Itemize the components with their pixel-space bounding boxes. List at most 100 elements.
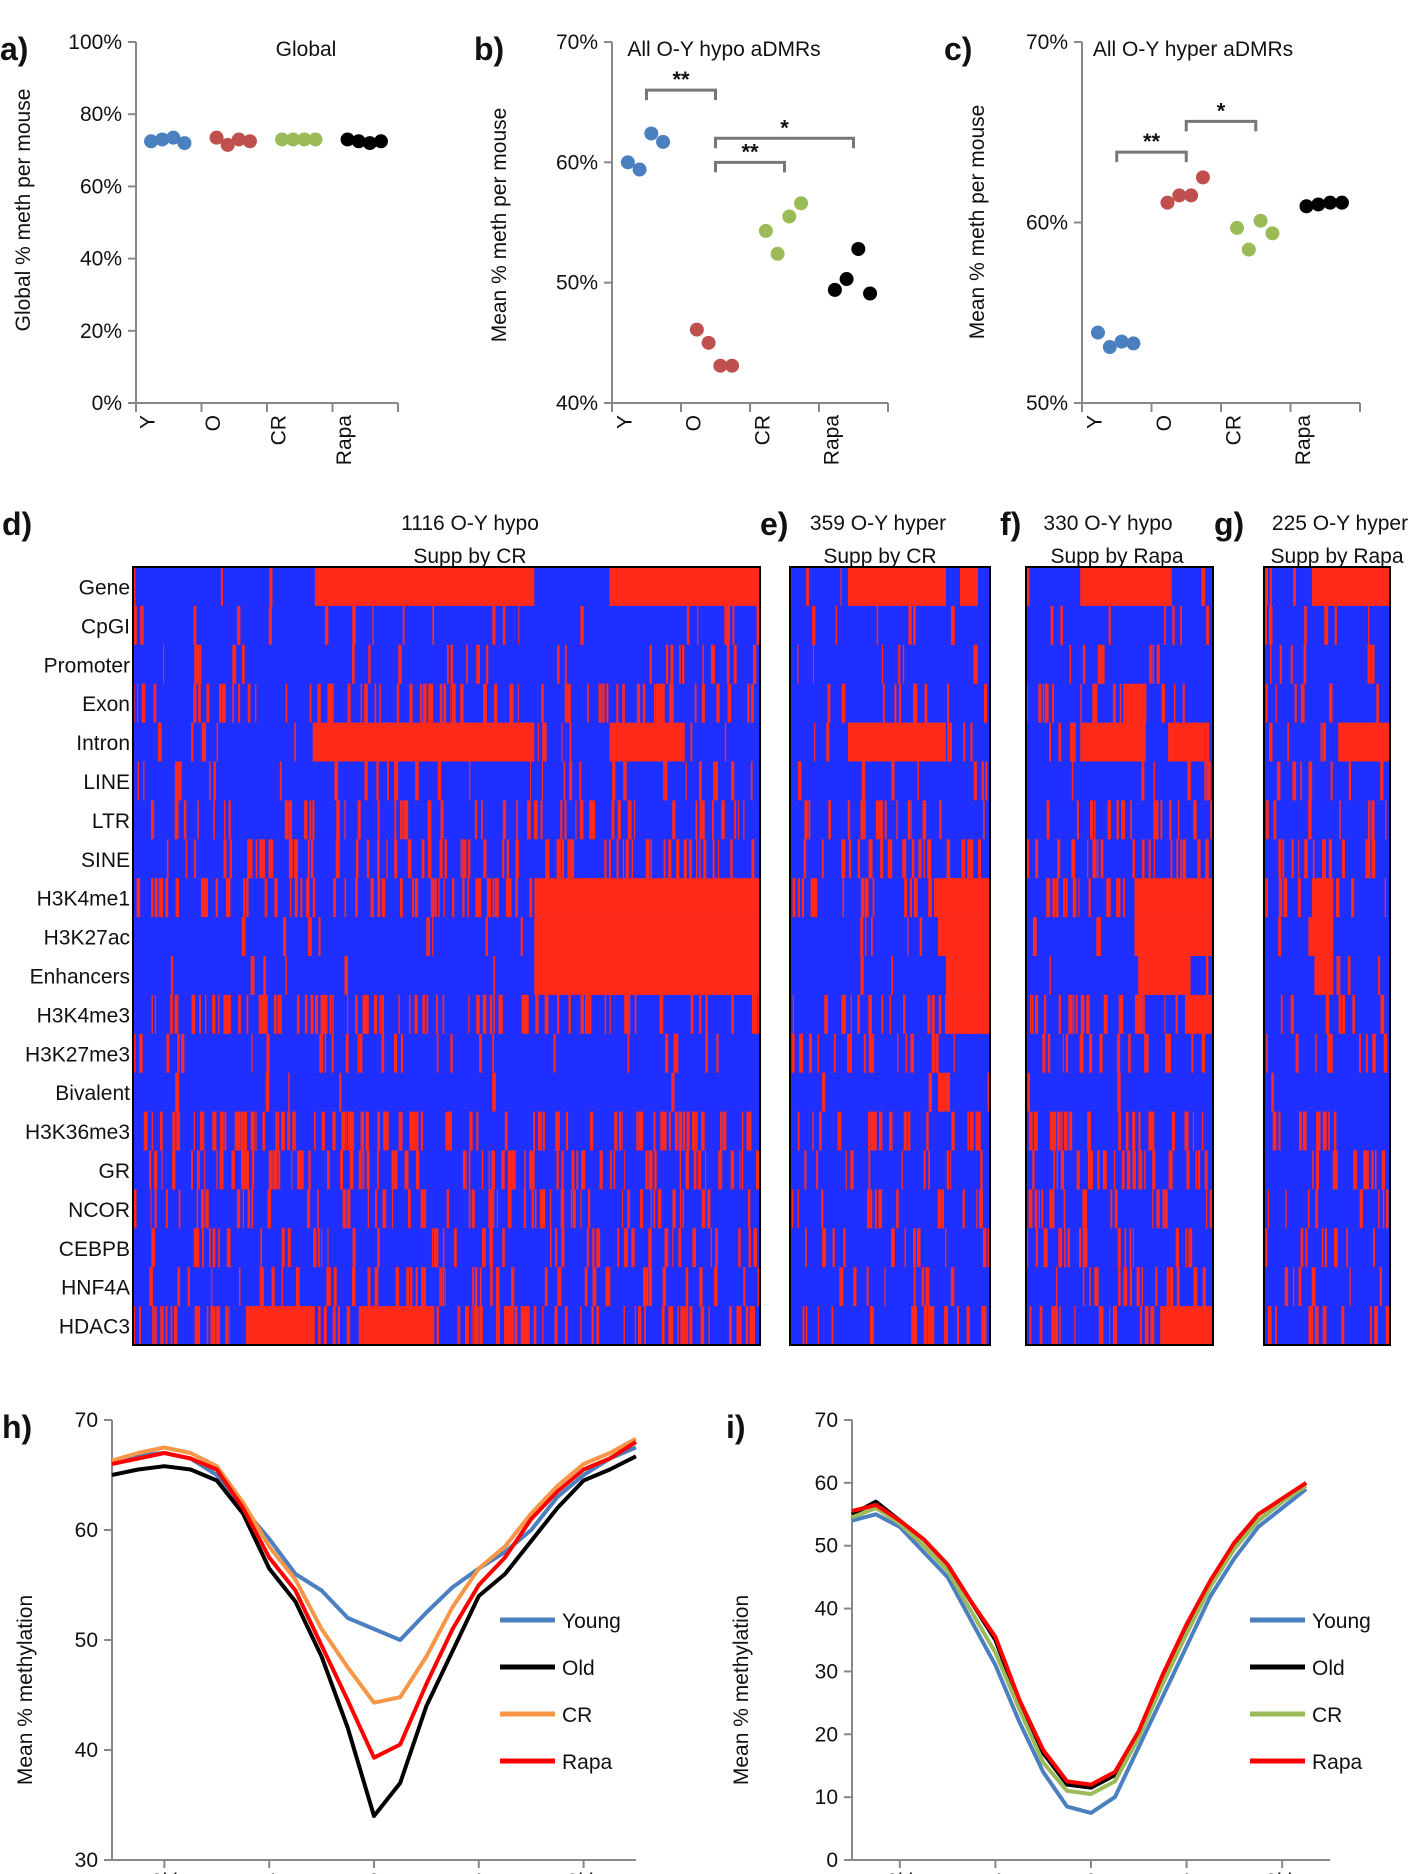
heatmap-stripe	[161, 1150, 163, 1190]
heatmap-stripe	[881, 644, 884, 684]
heatmap-stripe	[241, 644, 245, 684]
heatmap-block	[1134, 878, 1213, 918]
heatmap-stripe	[663, 761, 665, 801]
heatmap-stripe	[561, 1150, 564, 1190]
heatmap-stripe	[523, 994, 528, 1034]
heatmap-stripe	[238, 683, 241, 723]
heatmap-stripe	[1336, 956, 1341, 995]
heatmap-stripe	[702, 644, 704, 684]
heatmap-stripe	[481, 1150, 484, 1190]
heatmap-stripe	[530, 761, 532, 801]
heatmap-stripe	[926, 1111, 929, 1151]
heatmap-stripe	[212, 1111, 215, 1151]
heatmap-stripe	[1363, 1150, 1367, 1190]
heatmap-stripe	[443, 878, 445, 918]
heatmap-stripe	[256, 1306, 261, 1345]
heatmap-stripe	[847, 1033, 851, 1073]
heatmap-stripe	[1347, 956, 1351, 995]
heatmap-stripe	[1209, 1189, 1213, 1229]
heatmap-stripe	[1272, 1111, 1277, 1151]
heatmap-stripe	[437, 1228, 439, 1268]
heatmap-block	[1339, 722, 1390, 762]
heatmap-stripe	[685, 1150, 689, 1190]
x-category-label: Y	[613, 415, 636, 429]
heatmap-stripe	[873, 1111, 877, 1151]
heatmap-stripe	[911, 839, 915, 879]
heatmap-stripe	[665, 878, 669, 918]
row-label: CpGI	[81, 615, 130, 638]
heatmap-stripe	[710, 644, 715, 684]
panel-label-i: i)	[726, 1409, 746, 1445]
heatmap-stripe	[949, 722, 952, 762]
heatmap-stripe	[133, 567, 136, 606]
heatmap-stripe	[824, 994, 828, 1034]
heatmap-stripe	[439, 683, 443, 723]
heatmap-stripe	[1349, 1267, 1351, 1307]
heatmap-stripe	[362, 994, 367, 1034]
heatmap-stripe	[374, 994, 378, 1034]
heatmap-stripe	[734, 800, 736, 840]
heatmap-stripe	[984, 683, 988, 723]
panel-c-title: All O-Y hyper aDMRs	[1093, 38, 1293, 61]
heatmap-stripe	[432, 917, 434, 956]
heatmap-stripe	[300, 878, 303, 918]
heatmap-stripe	[317, 1189, 319, 1229]
heatmap-stripe	[664, 761, 668, 801]
heatmap-stripe	[868, 1111, 871, 1151]
panel-label-c: c)	[944, 31, 972, 67]
heatmap-stripe	[250, 956, 255, 995]
heatmap-stripe	[236, 605, 241, 645]
heatmap-stripe	[967, 1111, 970, 1151]
heatmap-stripe	[1102, 1150, 1107, 1190]
heatmap-stripe	[365, 1111, 369, 1151]
heatmap-stripe	[1046, 878, 1051, 918]
heatmap-stripe	[394, 1033, 398, 1073]
heatmap-stripe	[902, 839, 907, 879]
heatmap-stripe	[1129, 1228, 1132, 1268]
heatmap-stripe	[742, 878, 744, 918]
heatmap-stripe	[1381, 1150, 1386, 1190]
heatmap-stripe	[446, 1189, 450, 1229]
heatmap-stripe	[1195, 1150, 1198, 1190]
heatmap-stripe	[715, 761, 719, 801]
heatmap-stripe	[1169, 800, 1172, 840]
heatmap-stripe	[672, 1228, 674, 1268]
heatmap-stripe	[1197, 839, 1201, 879]
heatmap-stripe	[372, 605, 374, 645]
heatmap-stripe	[379, 683, 381, 723]
heatmap-stripe	[218, 994, 220, 1034]
panel-i-profile: i) Mean % methylation 010203040506070-2k…	[726, 1409, 1371, 1874]
heatmap-stripe	[580, 1189, 582, 1229]
heatmap-stripe	[1210, 994, 1213, 1034]
heatmap-stripe	[872, 878, 875, 918]
heatmap-stripe	[1117, 1072, 1121, 1112]
heatmap-stripe	[1165, 1033, 1170, 1073]
heatmap-stripe	[1028, 1111, 1033, 1151]
heatmap-stripe	[636, 683, 641, 723]
heatmap-stripe	[460, 839, 463, 879]
heatmap-stripe	[563, 761, 566, 801]
heatmap-stripe	[179, 761, 182, 801]
heatmap-stripe	[580, 994, 584, 1034]
data-point	[656, 134, 671, 149]
panel-f-title-line2: Supp by Rapa	[1050, 545, 1183, 568]
heatmap-stripe	[361, 1111, 365, 1151]
heatmap-stripe	[1092, 683, 1096, 723]
heatmap-stripe	[1076, 1150, 1080, 1190]
heatmap-block	[1168, 722, 1206, 762]
x-tick-label: 2kb	[567, 1870, 601, 1874]
heatmap-stripe	[422, 683, 427, 723]
heatmap-stripe	[253, 1111, 255, 1151]
heatmap-stripe	[400, 1033, 404, 1073]
heatmap-stripe	[731, 994, 734, 1034]
legend-label: Rapa	[562, 1751, 613, 1774]
panel-e-title-line1: 359 O-Y hyper	[810, 512, 946, 535]
heatmap-stripe	[264, 878, 266, 918]
heatmap-stripe	[750, 1306, 755, 1345]
heatmap-stripe	[1168, 1150, 1173, 1190]
heatmap-stripe	[1109, 1306, 1111, 1345]
heatmap-stripe	[913, 1306, 917, 1345]
heatmap-stripe	[391, 1150, 395, 1190]
heatmap-stripe	[1275, 1306, 1278, 1345]
heatmap-stripe	[947, 722, 951, 762]
